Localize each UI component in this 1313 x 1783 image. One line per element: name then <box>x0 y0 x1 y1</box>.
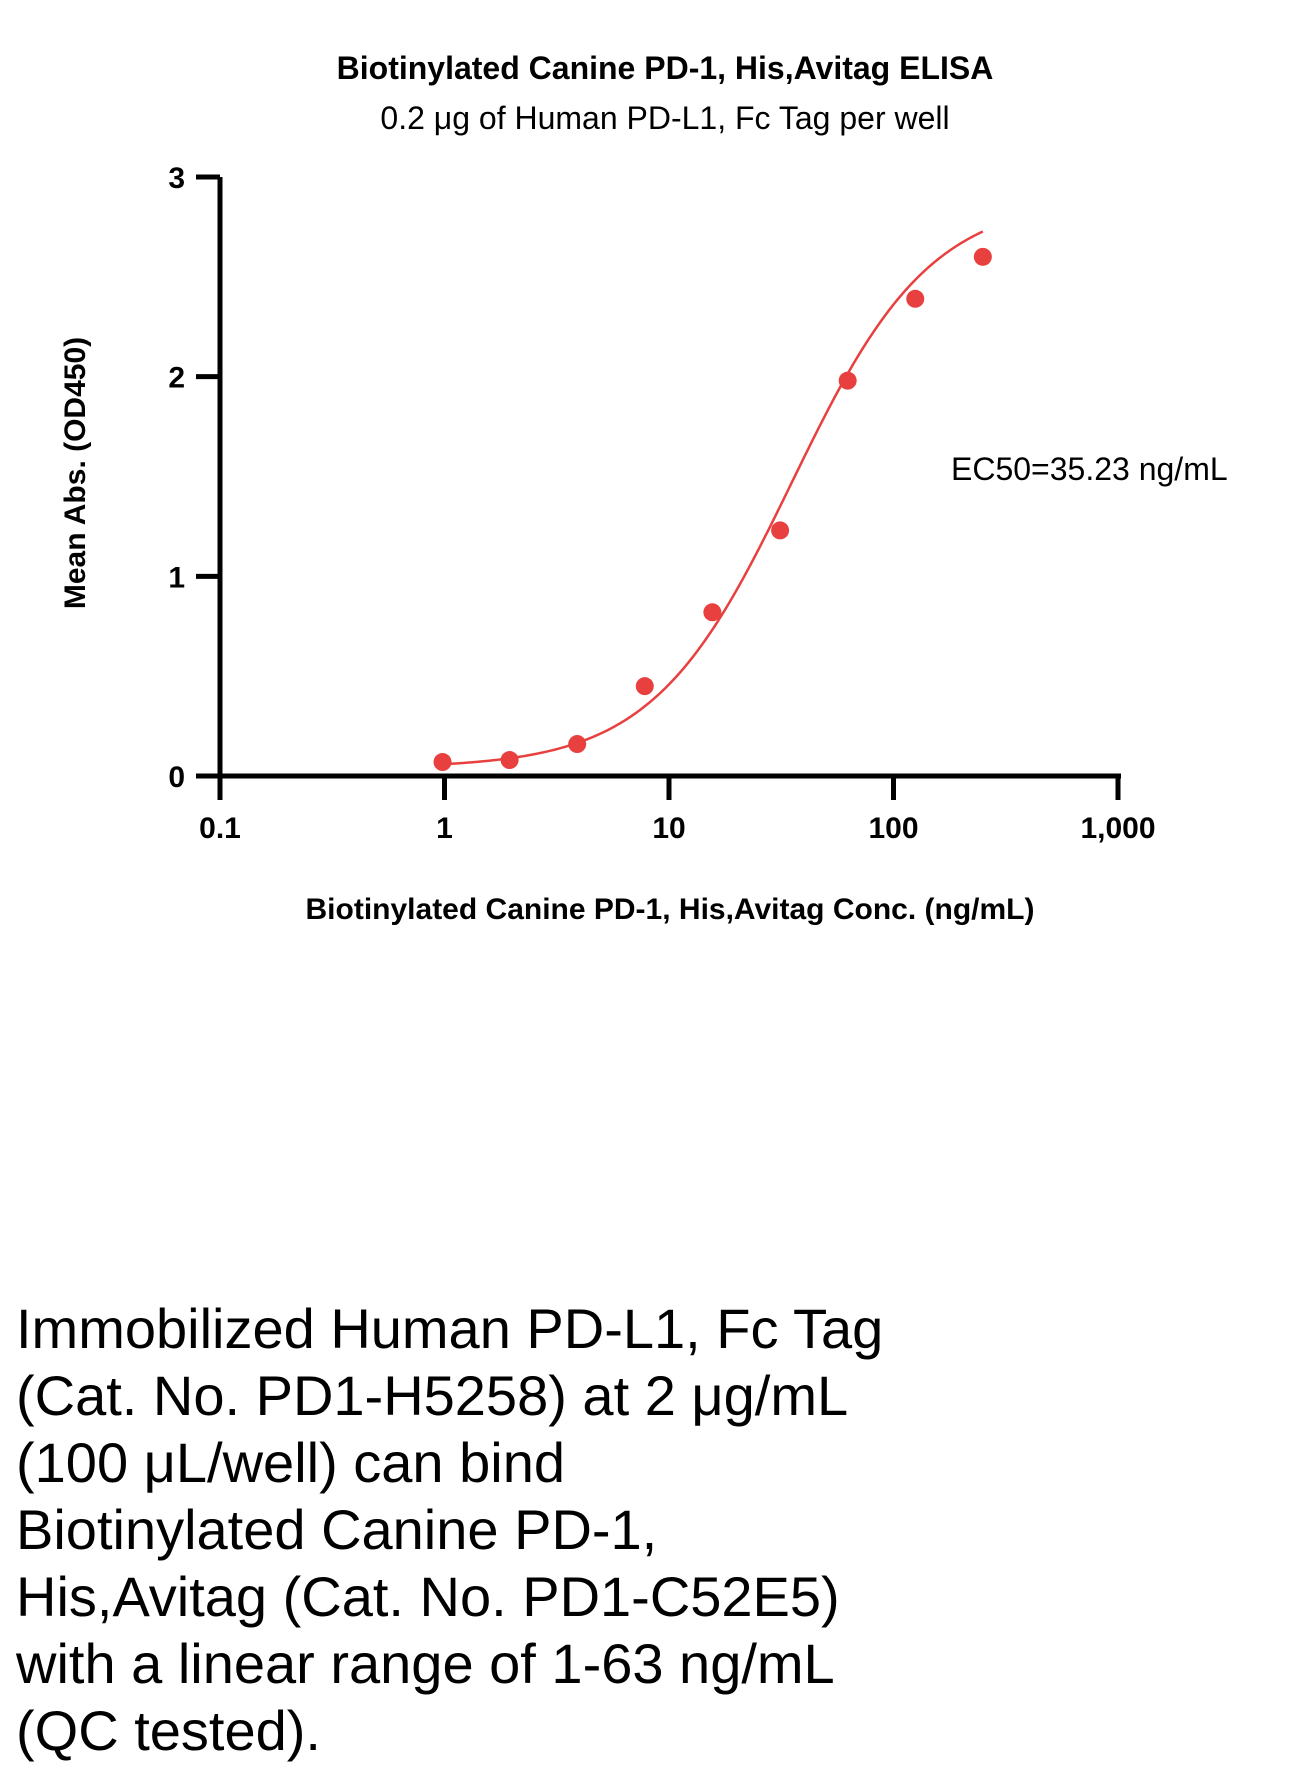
caption-text: Immobilized Human PD-L1, Fc Tag (Cat. No… <box>16 1297 884 1762</box>
ec50-annotation: EC50=35.23 ng/mL <box>951 451 1228 487</box>
x-tick-label: 0.1 <box>199 812 241 845</box>
x-axis-label: Biotinylated Canine PD-1, His,Avitag Con… <box>306 893 1035 926</box>
fit-curve <box>444 230 984 766</box>
x-tick-label: 10 <box>652 812 685 845</box>
data-point <box>838 371 857 390</box>
y-tick-label: 1 <box>168 561 185 594</box>
axes: 0 1 2 3 0.1 1 10 100 1,000 <box>168 162 1155 845</box>
x-tick-label: 100 <box>868 812 918 845</box>
data-point <box>906 289 925 308</box>
data-point <box>973 247 992 266</box>
data-point <box>500 751 519 770</box>
y-tick-label: 2 <box>168 362 185 395</box>
fit-curve-layer <box>444 230 984 766</box>
data-point <box>703 603 722 622</box>
x-tick-label: 1,000 <box>1080 812 1155 845</box>
chart-title: Biotinylated Canine PD-1, His,Avitag ELI… <box>337 50 994 86</box>
data-point <box>568 735 587 754</box>
chart-subtitle: 0.2 μg of Human PD-L1, Fc Tag per well <box>380 100 949 136</box>
y-tick-label: 3 <box>168 162 185 195</box>
data-point <box>771 521 790 540</box>
y-tick-label: 0 <box>168 761 185 794</box>
data-point <box>635 677 654 696</box>
x-tick-label: 1 <box>436 812 453 845</box>
data-points <box>433 247 992 772</box>
y-axis-label: Mean Abs. (OD450) <box>59 337 92 609</box>
data-point <box>433 753 452 772</box>
